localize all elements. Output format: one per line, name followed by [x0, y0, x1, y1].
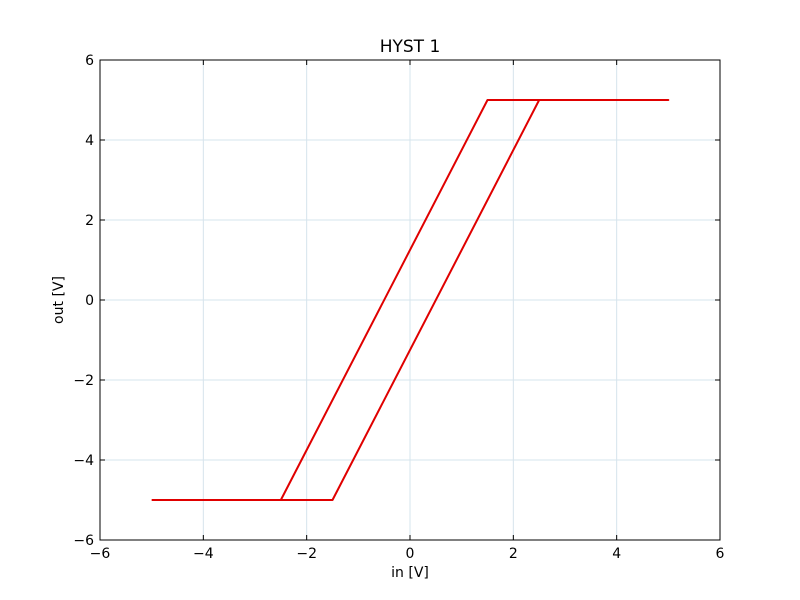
x-tick-label: −4 — [193, 546, 214, 562]
x-tick-label: −2 — [296, 546, 317, 562]
x-tick-label: −6 — [90, 546, 111, 562]
ticks: −6 −4 −2 0 2 4 6 −6 −4 −2 0 2 4 6 — [73, 53, 724, 562]
x-tick-label: 6 — [716, 546, 725, 562]
y-axis-label: out [V] — [51, 276, 67, 324]
y-tick-label: 6 — [85, 53, 94, 69]
x-tick-label: 0 — [406, 546, 415, 562]
y-tick-label: 0 — [85, 293, 94, 309]
grid — [100, 60, 720, 540]
y-tick-label: −6 — [73, 533, 94, 549]
chart-title: HYST 1 — [380, 37, 441, 57]
y-tick-label: 4 — [85, 133, 94, 149]
x-tick-label: 2 — [509, 546, 518, 562]
x-axis-label: in [V] — [391, 565, 429, 581]
y-tick-label: 2 — [85, 213, 94, 229]
y-tick-label: −2 — [73, 373, 94, 389]
y-tick-label: −4 — [73, 453, 94, 469]
x-tick-label: 4 — [612, 546, 621, 562]
series-layer — [151, 99, 670, 501]
hysteresis-loop-line — [151, 99, 670, 501]
